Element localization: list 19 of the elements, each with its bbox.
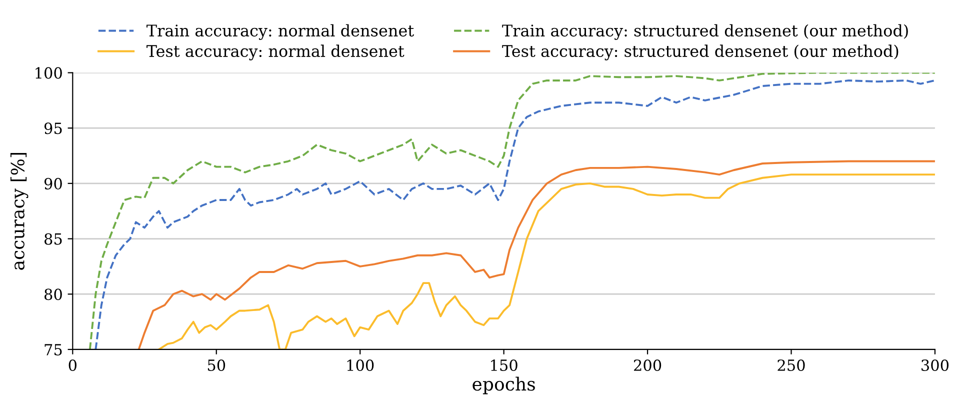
x-tick-label: 200: [634, 359, 662, 372]
x-tick-label: 100: [347, 359, 374, 372]
legend-label: Train accuracy: normal densenet: [146, 24, 414, 40]
x-tick-label: 0: [68, 359, 76, 372]
x-tick-label: 250: [778, 359, 805, 372]
legend-label: Test accuracy: normal densenet: [146, 44, 404, 60]
y-tick-label: 95: [44, 122, 62, 134]
y-tick-label: 80: [44, 288, 62, 300]
y-tick-label: 85: [44, 233, 62, 245]
y-tick-label: 100: [36, 67, 62, 79]
x-tick-label: 300: [922, 359, 949, 372]
x-tick-label: 50: [208, 359, 226, 372]
y-tick-label: 75: [44, 344, 62, 356]
legend-label: Test accuracy: structured densenet (our method): [502, 44, 898, 60]
x-tick-label: 150: [491, 359, 518, 372]
x-axis-title: epochs: [472, 376, 535, 394]
legend-label: Train accuracy: structured densenet (our method): [502, 24, 908, 40]
y-axis-title: accuracy [%]: [10, 152, 28, 270]
y-tick-label: 90: [44, 178, 62, 190]
